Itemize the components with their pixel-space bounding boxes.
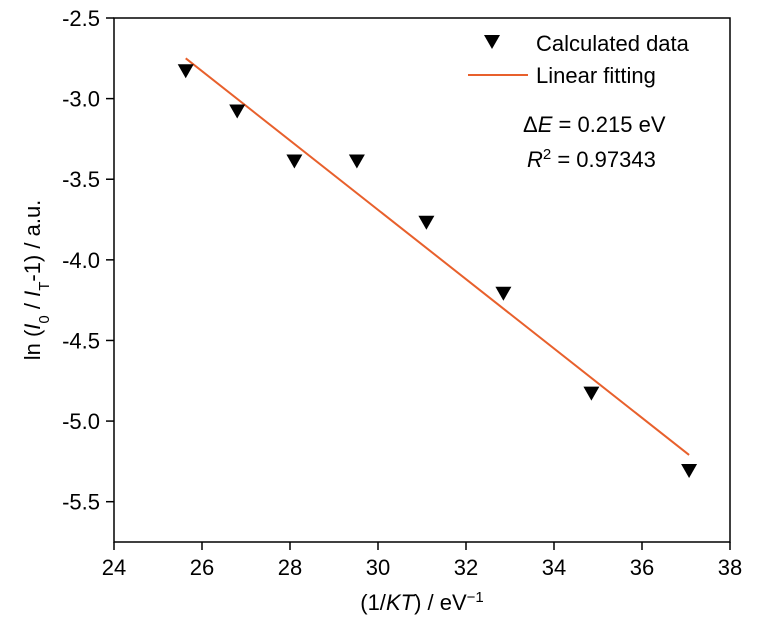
x-axis-label-superscript: −1 <box>467 589 484 606</box>
y-tick-label: -4.5 <box>62 328 100 353</box>
x-tick-label: 36 <box>630 555 654 580</box>
plot-frame <box>113 17 731 543</box>
y-axis-label-subt: T <box>36 282 53 291</box>
annotation-r-squared: R2 = 0.97343 <box>527 146 656 173</box>
x-axis-ticks: 24 26 28 30 32 34 36 38 <box>102 542 742 580</box>
plot-area: 24 26 28 30 32 34 36 38 -2.5 -3.0 -3.5 -4.0 -4.5 -5.… <box>62 6 742 580</box>
series-layer <box>177 57 698 479</box>
annotation-delta-var: E <box>538 112 553 137</box>
y-tick-label: -3.5 <box>62 167 100 192</box>
x-tick-label: 38 <box>718 555 742 580</box>
y-axis-label-part1: ln ( <box>20 329 45 360</box>
y-tick-label: -5.5 <box>62 490 100 515</box>
y-tick-label: -4.0 <box>62 248 100 273</box>
data-point <box>286 154 303 169</box>
data-point <box>583 386 600 401</box>
annotation-delta-value: = 0.215 eV <box>552 112 665 137</box>
data-point <box>177 64 194 79</box>
x-tick-label: 32 <box>454 555 478 580</box>
y-axis-ticks: -2.5 -3.0 -3.5 -4.0 -4.5 -5.0 -5.5 <box>62 6 114 515</box>
legend-label-calculated-data: Calculated data <box>536 31 690 56</box>
y-tick-label: -3.0 <box>62 87 100 112</box>
linear-fit-line <box>185 57 690 456</box>
x-tick-label: 28 <box>278 555 302 580</box>
annotation-delta-e: ΔE = 0.215 eV <box>523 112 666 137</box>
y-axis-label: ln (I0 / IT-1) / a.u. <box>20 200 53 361</box>
x-tick-label: 30 <box>366 555 390 580</box>
y-axis-label-part2: -1) / a.u. <box>20 200 45 282</box>
x-axis-label-kt: KT <box>386 590 416 615</box>
x-tick-label: 26 <box>190 555 214 580</box>
annotation-r-value: = 0.97343 <box>551 147 656 172</box>
data-point <box>418 215 435 230</box>
data-point <box>348 154 365 169</box>
y-axis-label-sub0: 0 <box>36 315 53 323</box>
y-axis-label-slash: / <box>20 297 45 315</box>
y-axis-label-it: I <box>20 291 45 297</box>
legend-label-linear-fitting: Linear fitting <box>536 63 656 88</box>
annotation-delta-symbol: Δ <box>523 112 538 137</box>
x-axis-label-part1: (1/ <box>360 590 387 615</box>
x-tick-label: 24 <box>102 555 126 580</box>
annotation-r-var: R <box>527 147 543 172</box>
y-axis-label-i0: I <box>20 324 45 330</box>
x-axis-label-part3: ) / eV <box>414 590 467 615</box>
data-point <box>681 464 698 479</box>
legend-marker-calculated-data <box>484 35 500 49</box>
data-point <box>229 104 246 119</box>
annotation-r-sup: 2 <box>543 146 551 163</box>
y-tick-label: -5.0 <box>62 409 100 434</box>
y-tick-label: -2.5 <box>62 6 100 31</box>
legend: Calculated data Linear fitting <box>468 31 690 88</box>
x-tick-label: 34 <box>542 555 566 580</box>
data-point <box>495 286 512 301</box>
x-axis-label: (1/KT) / eV−1 <box>360 589 484 616</box>
